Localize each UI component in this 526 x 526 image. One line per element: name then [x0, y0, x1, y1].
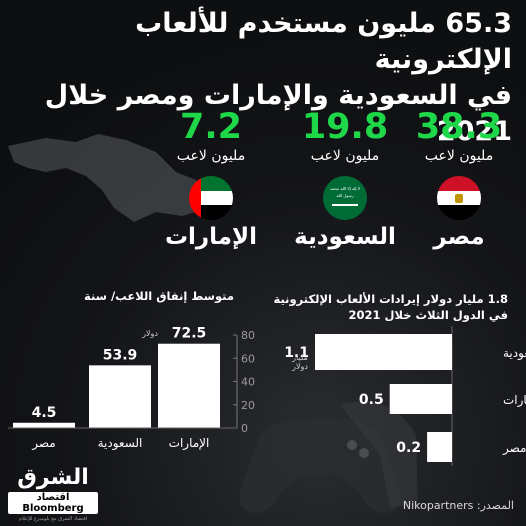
- spending-category-label: السعودية: [98, 436, 143, 451]
- y-tick-label: 60: [241, 352, 255, 365]
- page-title: 65.3 مليون مستخدم للألعاب الإلكترونية في…: [12, 6, 512, 150]
- egypt-name: مصر: [433, 224, 485, 250]
- country-saudi: 19.8 مليون لاعب لا إله إلا الله محمد رسو…: [290, 108, 400, 250]
- egypt-flag-icon: [437, 176, 481, 220]
- revenue-value-label: 0.2: [396, 440, 421, 456]
- logo-sub-bloomberg: Bloomberg: [22, 503, 84, 514]
- revenue-category-label: مصر: [502, 441, 526, 456]
- logo-main: الشرق: [17, 465, 89, 490]
- revenue-title-line-1: 1.8 مليار دولار إيرادات الألعاب الإلكترو…: [273, 292, 508, 306]
- logo-fine-print: اقتصاد الشرق مع بلومبرغ للإعلام: [18, 516, 88, 522]
- logo-sub-ar: اقتصاد: [36, 492, 70, 503]
- revenue-value-label: 1.1: [284, 345, 309, 361]
- map-silhouette-icon: [8, 134, 211, 222]
- spending-category-label: مصر: [31, 436, 55, 451]
- spending-category-label: الإمارات: [169, 436, 210, 451]
- gamepad-icon: [240, 401, 418, 513]
- saudi-flag-icon: لا إله إلا الله محمد رسول الله: [323, 176, 367, 220]
- revenue-bar: [315, 334, 452, 370]
- saudi-players-unit: مليون لاعب: [310, 148, 380, 164]
- logo-sub: اقتصاد Bloomberg: [8, 492, 98, 514]
- spending-chart-title: متوسط إنفاق اللاعب/ سنة: [84, 289, 234, 303]
- y-tick-label: 20: [241, 399, 255, 412]
- revenue-unit-label-2: دولار: [291, 362, 308, 371]
- revenue-bar: [389, 384, 452, 414]
- revenue-category-label: السعودية: [503, 346, 526, 361]
- spending-bar: [89, 365, 151, 428]
- egypt-players-unit: مليون لاعب: [424, 148, 494, 164]
- spending-bar: [13, 422, 75, 428]
- egypt-players-value: 38.3: [415, 107, 503, 147]
- spending-bar: [158, 343, 220, 428]
- revenue-value-label: 0.5: [359, 392, 384, 408]
- title-line-2: في السعودية والإمارات ومصر خلال 2021: [44, 80, 512, 147]
- revenue-title-line-2: في الدول الثلاث خلال 2021: [348, 308, 508, 322]
- revenue-category-label: الإمارات: [503, 393, 526, 408]
- spending-value-label: 4.5: [32, 405, 57, 421]
- uae-name: الإمارات: [164, 224, 258, 250]
- spending-unit-label: دولار: [141, 329, 158, 338]
- title-line-1: 65.3 مليون مستخدم للألعاب الإلكترونية: [135, 8, 512, 75]
- y-tick-label: 0: [241, 422, 248, 435]
- source-credit: المصدر: Nikopartners: [402, 499, 514, 512]
- country-egypt: 38.3 مليون لاعب مصر: [404, 108, 514, 250]
- spending-bar-chart: 0 20 40 60 80 72.5 الإمارات 53.9 السعودية 4.5 مصر د…: [8, 326, 255, 451]
- revenue-bar: [427, 432, 452, 462]
- spending-value-label: 53.9: [103, 347, 138, 363]
- saudi-flag-script: لا إله إلا الله محمد رسول الله: [329, 186, 361, 198]
- country-uae: 7.2 مليون لاعب الإمارات: [156, 108, 266, 250]
- uae-players-unit: مليون لاعب: [176, 148, 246, 164]
- spending-value-label: 72.5: [172, 326, 207, 342]
- revenue-chart-title: 1.8 مليار دولار إيرادات الألعاب الإلكترو…: [258, 291, 508, 323]
- logo: الشرق اقتصاد Bloomberg اقتصاد الشرق مع ب…: [8, 466, 98, 522]
- y-tick-label: 80: [241, 329, 255, 342]
- y-tick-label: 40: [241, 376, 255, 389]
- revenue-unit-label-1: مليار: [291, 353, 308, 362]
- saudi-players-value: 19.8: [301, 107, 389, 147]
- saudi-name: السعودية: [294, 224, 396, 250]
- uae-players-value: 7.2: [179, 107, 242, 147]
- uae-flag-icon: [189, 176, 233, 220]
